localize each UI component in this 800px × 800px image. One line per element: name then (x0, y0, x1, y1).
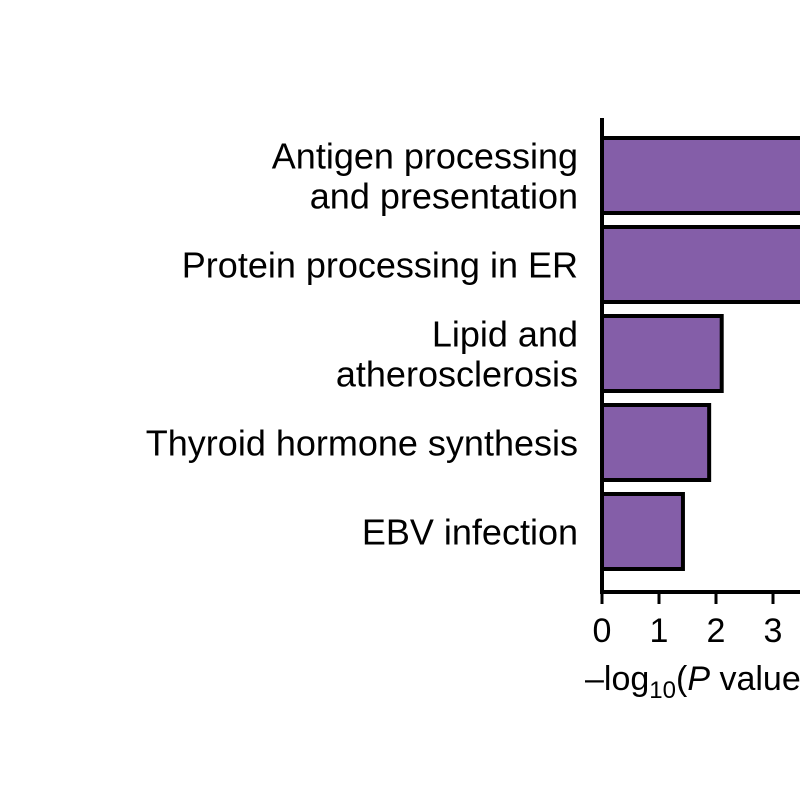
x-axis-label-part: value) (710, 660, 800, 698)
y-tick-label: Antigen processing and presentation (272, 136, 578, 217)
y-tick-label: Protein processing in ER (182, 245, 578, 286)
bar (600, 403, 712, 482)
y-tick-label-line: Protein processing in ER (182, 245, 578, 286)
x-tick-label: 1 (650, 612, 669, 650)
bar (600, 225, 800, 304)
x-tick-label: 3 (764, 612, 783, 650)
x-axis-label: –log10(P value) (585, 660, 800, 704)
x-tick-label: 2 (707, 612, 726, 650)
bar (600, 314, 724, 393)
y-tick-label-line: and presentation (310, 176, 578, 217)
bar (600, 136, 800, 215)
y-tick-label-line: EBV infection (362, 512, 578, 553)
x-axis-label-part: P (687, 660, 710, 698)
y-tick-label-line: Lipid and (432, 314, 578, 355)
bar (600, 492, 685, 571)
y-tick-label: Lipid and atherosclerosis (336, 314, 578, 395)
y-tick-label-line: Thyroid hormone synthesis (146, 423, 578, 464)
x-axis-label-part: 10 (649, 677, 676, 704)
x-tick-label: 0 (593, 612, 612, 650)
x-axis-label-part: –log (585, 660, 649, 698)
y-tick-label: Thyroid hormone synthesis (146, 423, 578, 464)
y-tick-label-line: Antigen processing (272, 136, 578, 177)
x-axis-label-part: ( (676, 660, 688, 698)
y-tick-label-line: atherosclerosis (336, 354, 578, 395)
y-tick-label: EBV infection (362, 512, 578, 553)
